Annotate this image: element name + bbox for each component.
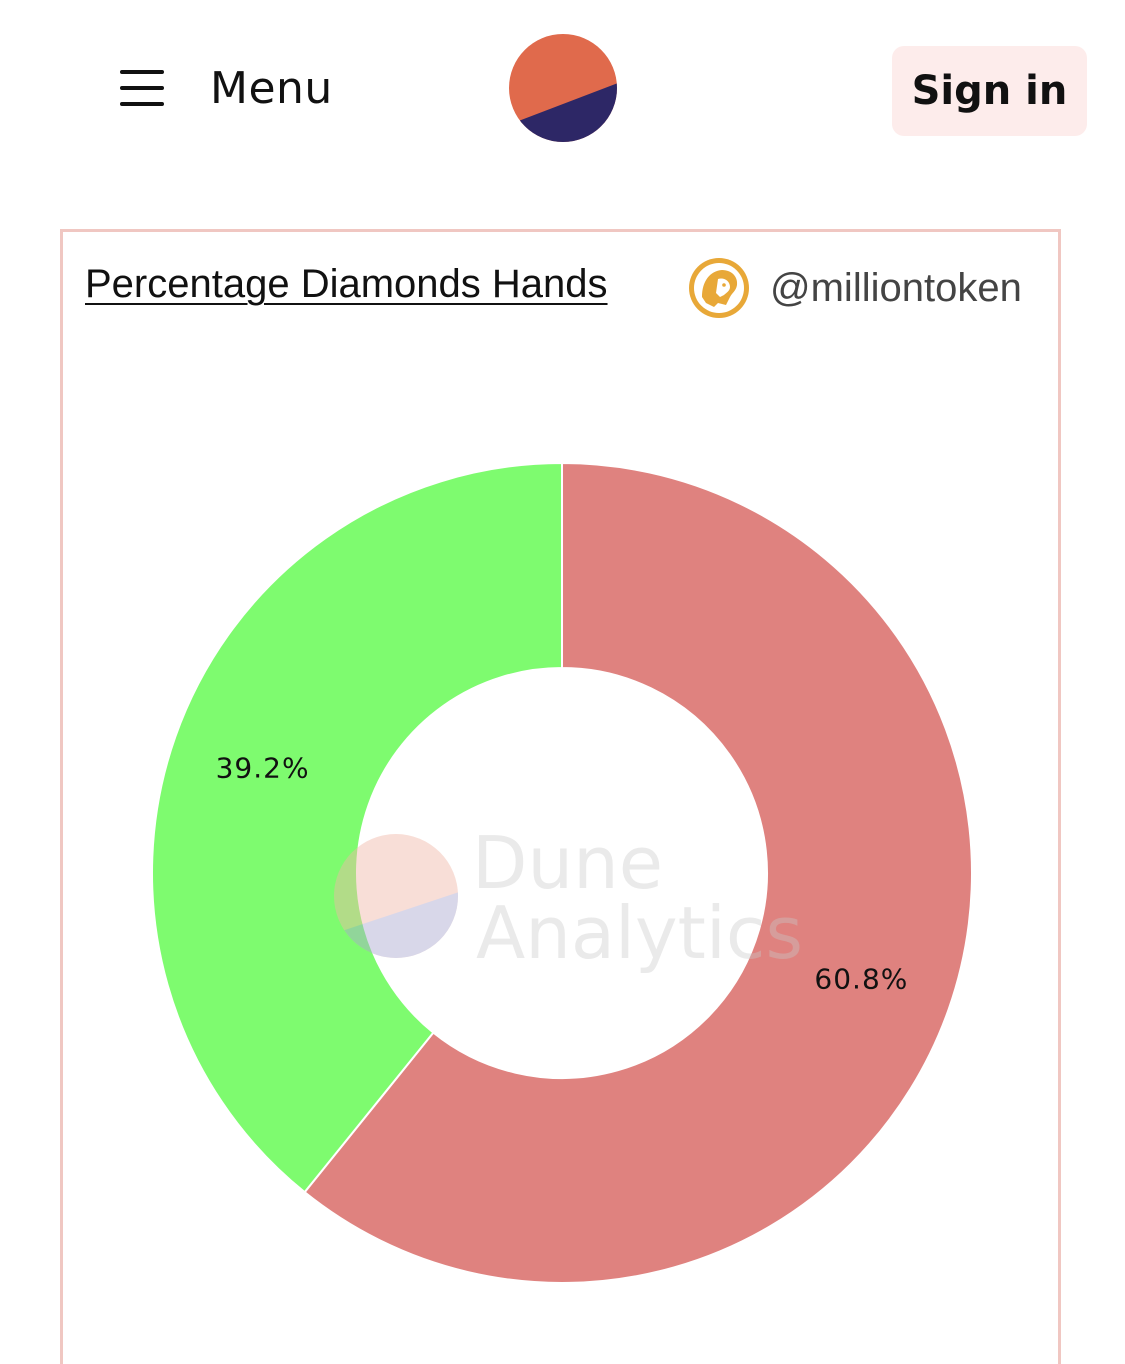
pie-slice-2[interactable] — [151, 461, 563, 1194]
chart-title-link[interactable]: Percentage Diamonds Hands — [85, 262, 608, 306]
sign-in-button[interactable]: Sign in — [892, 46, 1087, 136]
menu-button[interactable]: Menu — [120, 52, 333, 124]
author-link[interactable]: @milliontoken — [688, 256, 1022, 320]
author-handle: @milliontoken — [770, 265, 1022, 310]
pie-slice-1[interactable] — [303, 461, 973, 1284]
menu-label: Menu — [210, 62, 333, 114]
dune-logo-icon[interactable] — [508, 33, 618, 143]
hamburger-icon — [120, 70, 164, 106]
top-header: Menu Sign in — [0, 0, 1125, 180]
lion-avatar-icon — [689, 258, 749, 318]
